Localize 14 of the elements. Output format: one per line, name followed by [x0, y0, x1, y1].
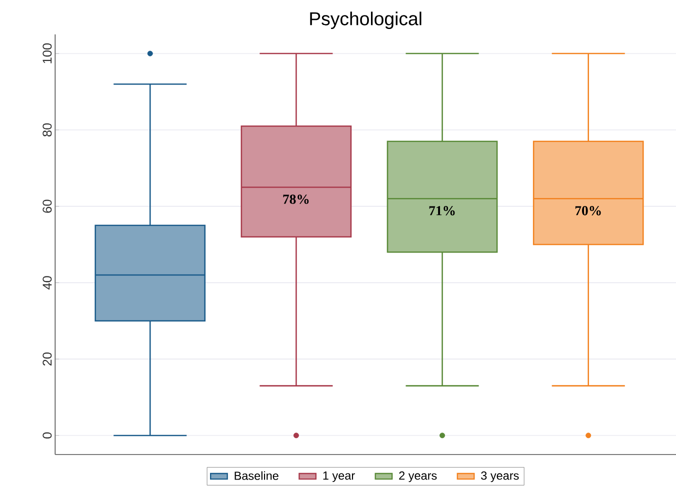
y-tick-label: 80 [42, 123, 52, 137]
annotation: 71% [429, 206, 455, 216]
y-tick-label: 20 [42, 352, 52, 366]
annotation: 70% [575, 206, 601, 216]
y-tick-label: 100 [42, 44, 52, 64]
legend-label: 1 year [323, 472, 355, 482]
legend-label: 2 years [399, 472, 437, 482]
y-tick-label: 0 [42, 432, 52, 439]
legend-label: 3 years [481, 472, 519, 482]
annotation: 78% [283, 194, 309, 204]
chart-title: Psychological [310, 12, 422, 30]
y-tick-label: 60 [42, 200, 52, 213]
legend-label: Baseline [234, 471, 278, 480]
y-tick-label: 40 [42, 276, 52, 290]
